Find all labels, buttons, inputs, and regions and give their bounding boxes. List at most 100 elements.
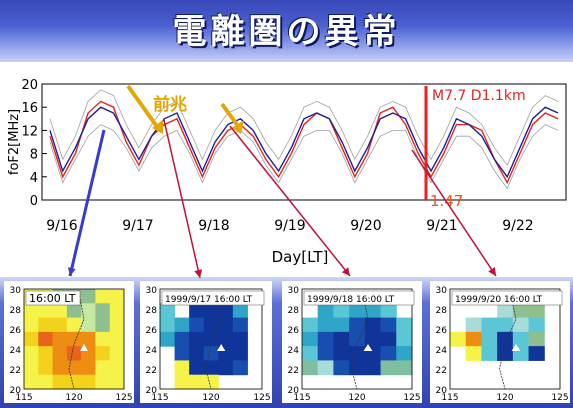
map-cell xyxy=(109,317,125,333)
map-title-box xyxy=(451,290,563,306)
map-cell xyxy=(465,317,482,333)
map-cell xyxy=(465,346,482,361)
map-cell xyxy=(203,331,219,347)
y-axis-label: foF2[MHz] xyxy=(7,109,22,175)
x-tick-label: 9/20 xyxy=(350,218,381,234)
map-cell xyxy=(24,331,39,347)
precursor-arrowhead-1 xyxy=(152,120,163,134)
map-cell xyxy=(218,317,234,333)
map-cell xyxy=(95,303,111,319)
map-cell xyxy=(380,331,397,347)
map-cell xyxy=(66,360,82,376)
map-cell xyxy=(481,331,498,347)
map-cell xyxy=(232,331,248,347)
map-y-tick-label: 22 xyxy=(10,366,21,376)
map-cell xyxy=(512,317,530,333)
x-tick-label: 9/18 xyxy=(198,218,229,234)
map-x-tick-label: 125 xyxy=(115,393,132,403)
map-cell xyxy=(174,346,190,361)
map-cell xyxy=(203,374,219,390)
map-cell xyxy=(349,360,366,376)
map-cell xyxy=(95,317,111,333)
chart-area: 0 4 8 12 16 20 foF2[MHz] 9/16 9/17 9/18 9/19 9/20 9/… xyxy=(0,60,573,277)
map-cell xyxy=(52,317,68,333)
map-cell xyxy=(174,317,190,333)
map-cell xyxy=(218,303,234,319)
map-cell xyxy=(528,303,545,319)
map-y-tick-label: 24 xyxy=(10,346,22,356)
map-cell xyxy=(481,346,498,361)
map-cell xyxy=(52,360,68,376)
map-cell xyxy=(203,346,219,361)
map-cell xyxy=(218,360,234,376)
map-cell xyxy=(52,374,68,390)
x-tick-label: 9/17 xyxy=(122,218,153,234)
map-y-tick-label: 28 xyxy=(146,306,158,316)
page-title: 電離圏の異常 xyxy=(172,12,401,52)
map-x-tick-label: 115 xyxy=(441,393,458,403)
title-band xyxy=(0,0,573,62)
map-cell xyxy=(333,317,350,333)
map-cell xyxy=(396,360,413,376)
map-cell xyxy=(333,360,350,376)
y-tick-label: 12 xyxy=(21,124,38,139)
map-cell xyxy=(24,360,39,376)
map-x-tick-label: 120 xyxy=(348,393,365,403)
map-cell xyxy=(109,374,125,390)
map-cell xyxy=(349,331,366,347)
map-title: 1999/9/17 16:00 LT xyxy=(165,295,253,305)
map-cell xyxy=(232,303,248,319)
y-tick-label: 16 xyxy=(21,101,38,116)
map-cell xyxy=(189,360,205,376)
map-cell xyxy=(81,303,96,319)
map-cell xyxy=(66,317,82,333)
map-y-tick-label: 28 xyxy=(436,306,448,316)
map-cell xyxy=(174,360,190,376)
map-cell xyxy=(95,331,111,347)
map-cell xyxy=(189,303,205,319)
map-cell xyxy=(160,317,176,333)
series-line-2 xyxy=(49,89,559,166)
map-cell xyxy=(317,346,334,361)
map-cell xyxy=(38,360,54,376)
map-cell xyxy=(528,331,545,347)
map-cell xyxy=(38,346,54,361)
epicenter-marker xyxy=(80,344,88,351)
ionosphere-map-4: 1999/9/20 16:00 LT 30 28 26 24 22 20 115 120 125 xyxy=(430,281,570,403)
ionosphere-map-2: 1999/9/17 16:00 LT 30 28 26 24 22 20 115 120 125 xyxy=(140,281,272,403)
map-cell xyxy=(66,303,82,319)
map-cell xyxy=(109,303,125,319)
map-cell xyxy=(109,346,125,361)
map-cell xyxy=(189,317,205,333)
coastline xyxy=(205,292,222,390)
map-cell xyxy=(81,360,96,376)
map-x-tick-label: 125 xyxy=(551,393,568,403)
map-cell xyxy=(24,303,39,319)
map-cell xyxy=(81,331,96,347)
map-cell xyxy=(512,303,530,319)
map-cell xyxy=(380,346,397,361)
map-x-tick-label: 120 xyxy=(65,393,82,403)
epicenter-marker xyxy=(217,344,226,351)
map-cell xyxy=(218,331,234,347)
map-y-tick-label: 24 xyxy=(288,346,300,356)
map-x-tick-label: 125 xyxy=(403,393,420,403)
map-cell xyxy=(109,289,125,304)
map-x-tick-label: 115 xyxy=(151,393,168,403)
map-cell xyxy=(333,331,350,347)
map-cell xyxy=(497,317,514,333)
map-cell xyxy=(349,303,366,319)
map-cell xyxy=(364,317,382,333)
map-cell xyxy=(189,374,205,390)
map-cell xyxy=(52,303,68,319)
map-y-tick-label: 20 xyxy=(146,386,158,396)
map-cell xyxy=(528,346,545,361)
ionosphere-map-1: 16:00 LT 30 28 26 24 22 20 115 120 125 xyxy=(4,281,134,403)
map-cell xyxy=(497,331,514,347)
epicenter-marker xyxy=(363,344,373,351)
precursor-arrow-1 xyxy=(126,84,160,130)
map-frame xyxy=(159,288,263,390)
